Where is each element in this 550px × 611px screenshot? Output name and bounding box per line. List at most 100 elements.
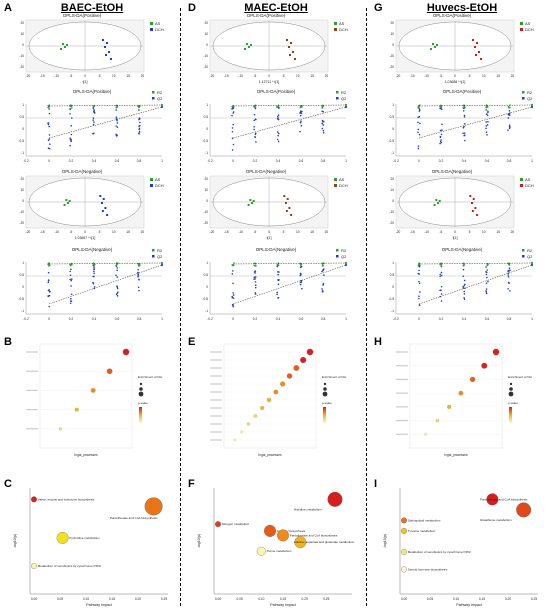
permutation-q2-point [299,121,302,124]
panel-letter-c: C [4,478,12,490]
permutation-q2-point [508,110,511,112]
tick-label: 0.4 [462,159,467,163]
column-title: BAEC-EtOH [60,2,124,14]
score-point-group1 [60,48,62,50]
legend-size-dot [509,382,513,386]
permutation-q2-point [254,284,257,286]
tick-label: 0.8 [507,317,512,321]
permutation-r2-point [47,106,50,109]
plot-title: OPLS-DA(Negative) [256,247,297,252]
permutation-q2-point [463,132,466,134]
legend-colorbar [509,407,512,423]
permutation-q2-point [507,129,509,132]
legend-label: Q2 [527,96,533,101]
tick-label: 0.6 [299,159,304,163]
pathway-label: Pantothenate and CoA biosynthesis [110,516,158,520]
enrichment-bubble [253,414,258,418]
permutation-r2-point [48,265,50,267]
permutation-q2-point [486,124,489,126]
pathway-point [401,548,407,555]
r2-regression-line [48,104,163,107]
permutation-q2-point [462,110,465,112]
pathway-label: Pantothenate and CoA biosynthesis [290,533,338,537]
permutation-q2-point [232,270,234,272]
legend-swatch [522,255,525,258]
original-q2-point [344,105,348,109]
row-label-placeholder [396,406,408,408]
score-point-group2 [476,214,479,216]
tick-label: -0.2 [393,159,399,163]
permutation-r2-point [276,264,279,266]
permutation-q2-point [254,281,257,283]
permutation-q2-point [253,119,256,122]
permutation-q2-point [487,110,489,112]
tick-label: -20 [203,221,208,225]
score-point-group1 [246,43,248,45]
tick-label: 0 [392,199,394,203]
permutation-q2-point [322,129,325,132]
permutation-q2-point [462,275,465,278]
permutation-r2-point [322,264,325,267]
q2-regression-line [232,106,347,139]
tick-label: 10 [390,188,394,192]
legend-swatch [150,178,153,181]
tick-label: 0.5 [20,115,25,119]
x-axis-label: 1.12711 * t[1] [259,80,280,84]
permutation-q2-point [300,120,302,123]
permutation-q2-point [232,297,235,299]
legend-swatch [336,255,339,258]
legend-swatch [150,28,153,31]
tick-label: -0.5 [19,139,25,143]
permutation-q2-point [254,107,257,110]
permutation-q2-point [277,283,280,286]
row-label-placeholder [210,359,222,361]
tick-label: 1 [392,261,394,265]
permutation-r2-point [321,107,324,109]
row-label-placeholder [210,399,222,401]
tick-label: 15 [496,230,500,234]
score-point-group2 [110,58,112,60]
score-point-group2 [99,195,102,197]
tick-label: -0.5 [203,297,209,301]
tick-label: -10 [238,230,243,234]
permutation-q2-point [231,108,233,110]
permutation-q2-point [418,282,421,285]
permutation-q2-point [92,275,94,278]
permutation-q2-point [462,287,465,289]
tick-label: 0 [22,285,24,289]
permutation-q2-point [47,122,49,124]
permutation-r2-point [486,264,489,267]
permutation-q2-point [301,110,303,113]
permutation-q2-point [115,134,118,136]
tick-label: 0.2 [69,317,74,321]
permutation-q2-point [486,269,488,271]
legend-size-dot [508,391,514,397]
pathway-point [516,502,532,518]
permutation-q2-point [322,282,325,285]
permutation-q2-point [439,289,441,292]
permutation-q2-point [48,125,50,128]
score-point-group2 [469,195,472,197]
legend-swatch [152,255,155,258]
permutation-q2-point [254,132,257,135]
tick-label: -5 [69,230,72,234]
legend-colorbar [139,407,142,423]
tick-label: -5 [69,74,72,78]
legend-label: DCH [155,183,164,188]
permutation-q2-point [277,114,280,116]
legend-swatch [150,22,153,25]
legend-label: R2 [157,248,163,253]
permutation-q2-point [463,116,466,118]
enrichment-bubble-plot: Ingal_processes Enrichment of hits p-value [396,343,533,457]
tick-label: 1 [161,317,163,321]
q2-regression-line [232,264,347,305]
tick-label: 1 [206,261,208,265]
score-point-group1 [66,44,68,46]
tick-label: 20 [390,177,394,181]
score-point-group2 [101,210,104,212]
permutation-q2-point [299,274,301,277]
row-label-placeholder [26,428,38,430]
score-point-group1 [430,48,432,50]
tick-label: 5 [283,230,285,234]
permutation-q2-point [116,286,119,289]
